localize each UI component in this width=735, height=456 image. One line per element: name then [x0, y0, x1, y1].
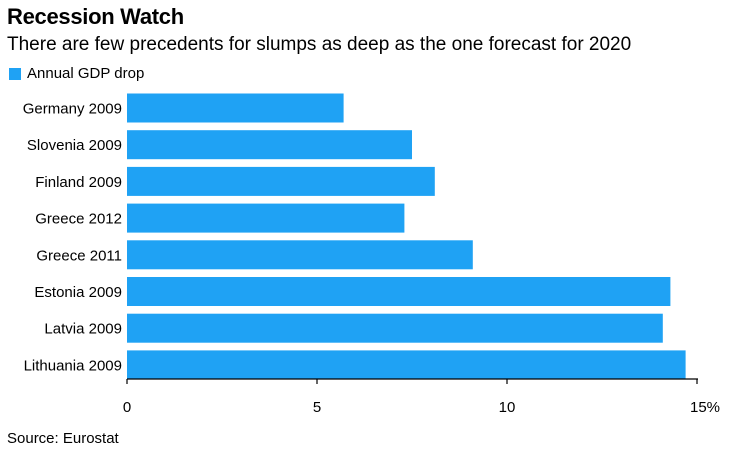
legend-swatch — [9, 67, 21, 80]
bar — [127, 313, 663, 343]
bar — [127, 350, 686, 380]
bar — [127, 203, 405, 233]
category-label: Estonia 2009 — [34, 284, 122, 301]
chart-subtitle: There are few precedents for slumps as d… — [7, 34, 632, 55]
category-label: Lithuania 2009 — [24, 357, 122, 374]
x-tick-label: 5 — [313, 399, 321, 416]
source-note: Source: Eurostat — [7, 430, 119, 447]
bar — [127, 130, 412, 160]
bar — [127, 277, 671, 306]
legend: Annual GDP drop — [9, 65, 144, 82]
chart-title: Recession Watch — [7, 4, 184, 29]
x-tick-label: 10 — [499, 399, 516, 416]
category-label: Greece 2011 — [36, 247, 122, 264]
x-tick-label: 15% — [690, 399, 720, 416]
bar — [127, 93, 344, 123]
bar — [127, 240, 473, 270]
category-label: Greece 2012 — [35, 211, 122, 228]
category-label: Slovenia 2009 — [27, 137, 122, 154]
bar — [127, 166, 435, 196]
x-tick-label: 0 — [123, 399, 131, 416]
category-label: Germany 2009 — [23, 101, 122, 118]
legend-label: Annual GDP drop — [27, 65, 145, 82]
category-label: Latvia 2009 — [44, 321, 122, 338]
category-label: Finland 2009 — [35, 174, 122, 191]
